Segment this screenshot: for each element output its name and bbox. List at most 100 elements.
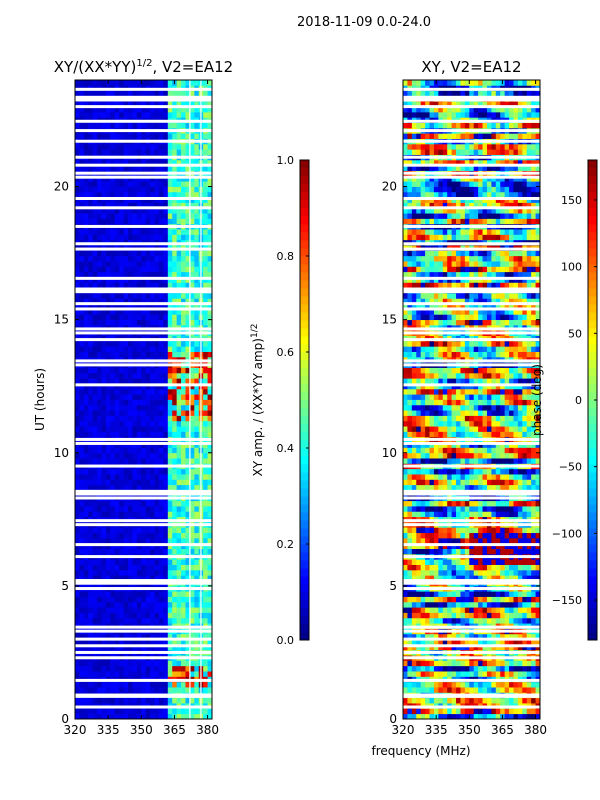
heatmap-cell [83,372,89,379]
heatmap-cell [163,293,169,299]
data-gap-row [75,637,212,641]
heatmap-cell [101,452,107,459]
heatmap-cell [189,644,195,651]
heatmap-cell [79,303,85,310]
heatmap-cell [105,186,111,193]
heatmap-cell [172,181,178,187]
heatmap-cell [203,442,208,448]
heatmap-cell [176,511,182,518]
heatmap-cell [114,308,120,315]
heatmap-cell [97,111,102,118]
heatmap-cell [158,378,164,384]
heatmap-cell [88,175,94,182]
heatmap-cell [513,601,519,608]
heatmap-cell [119,80,125,86]
heatmap-cell [145,537,151,544]
heatmap-cell [92,532,98,539]
heatmap-cell [167,394,173,400]
heatmap-cell [110,303,116,310]
heatmap-cell [473,660,479,667]
heatmap-cell [88,340,94,347]
heatmap-cell [207,90,213,97]
heatmap-cell [185,452,191,459]
heatmap-cell [136,575,142,581]
heatmap-cell [145,644,151,651]
heatmap-cell [101,601,107,608]
heatmap-cell [136,543,142,549]
colorbar-label: XY amp. / (XX*YY amp)1/2 [250,324,265,477]
heatmap-cell [460,617,466,624]
heatmap-cell [403,665,408,672]
heatmap-cell [97,633,102,640]
heatmap-cell [97,122,102,129]
heatmap-cell [154,474,160,480]
heatmap-cell [513,559,519,565]
heatmap-cell [105,367,111,374]
heatmap-cell [92,484,98,491]
heatmap-cell [181,181,186,187]
heatmap-cell [101,197,107,203]
heatmap-cell [486,532,492,539]
heatmap-cell [119,681,125,688]
heatmap-cell [189,101,195,108]
heatmap-cell [403,591,408,597]
heatmap-cell [119,537,125,544]
heatmap-cell [141,181,147,187]
heatmap-cell [456,681,461,688]
heatmap-cell [478,596,483,603]
heatmap-cell [110,500,116,507]
heatmap-cell [194,271,200,278]
heatmap-cell [128,303,133,310]
heatmap-cell [119,149,125,155]
heatmap-cell [150,111,155,118]
heatmap-cell [128,596,133,603]
heatmap-cell [83,633,89,640]
heatmap-cell [132,511,138,518]
heatmap-cell [132,564,138,571]
heatmap-cell [158,133,164,139]
heatmap-cell [79,447,85,454]
heatmap-cell [110,484,116,491]
heatmap-cell [119,575,125,581]
heatmap-cell [203,708,208,715]
heatmap-cell [105,346,111,352]
heatmap-cell [83,644,89,651]
heatmap-cell [194,197,200,203]
heatmap-cell [158,197,164,203]
heatmap-cell [88,527,94,534]
heatmap-cell [451,617,457,624]
heatmap-cell [500,527,506,534]
heatmap-cell [88,452,94,459]
heatmap-cell [145,404,151,411]
heatmap-cell [500,559,506,565]
heatmap-cell [136,293,142,299]
heatmap-cell [172,90,178,97]
heatmap-cell [79,372,85,379]
heatmap-cell [92,404,98,411]
heatmap-cell [154,713,160,720]
heatmap-cell [167,388,173,395]
heatmap-cell [97,298,102,305]
heatmap-cell [442,607,448,613]
heatmap-cell [88,543,94,549]
heatmap-cell [101,346,107,352]
heatmap-cell [75,687,80,693]
heatmap-cell [203,351,208,358]
heatmap-cell [141,234,147,241]
heatmap-cell [110,569,116,576]
heatmap-cell [136,671,142,677]
heatmap-cell [154,143,160,150]
heatmap-cell [464,660,470,667]
heatmap-cell [172,665,178,672]
heatmap-cell [167,612,173,619]
heatmap-cell [123,543,129,549]
heatmap-cell [509,527,514,534]
heatmap-cell [114,165,120,171]
heatmap-cell [132,133,138,139]
heatmap-cell [535,671,541,677]
heatmap-cell [176,410,182,416]
colorbar-tick-label: 0.6 [277,346,295,359]
heatmap-cell [194,543,200,549]
heatmap-cell [119,420,125,427]
